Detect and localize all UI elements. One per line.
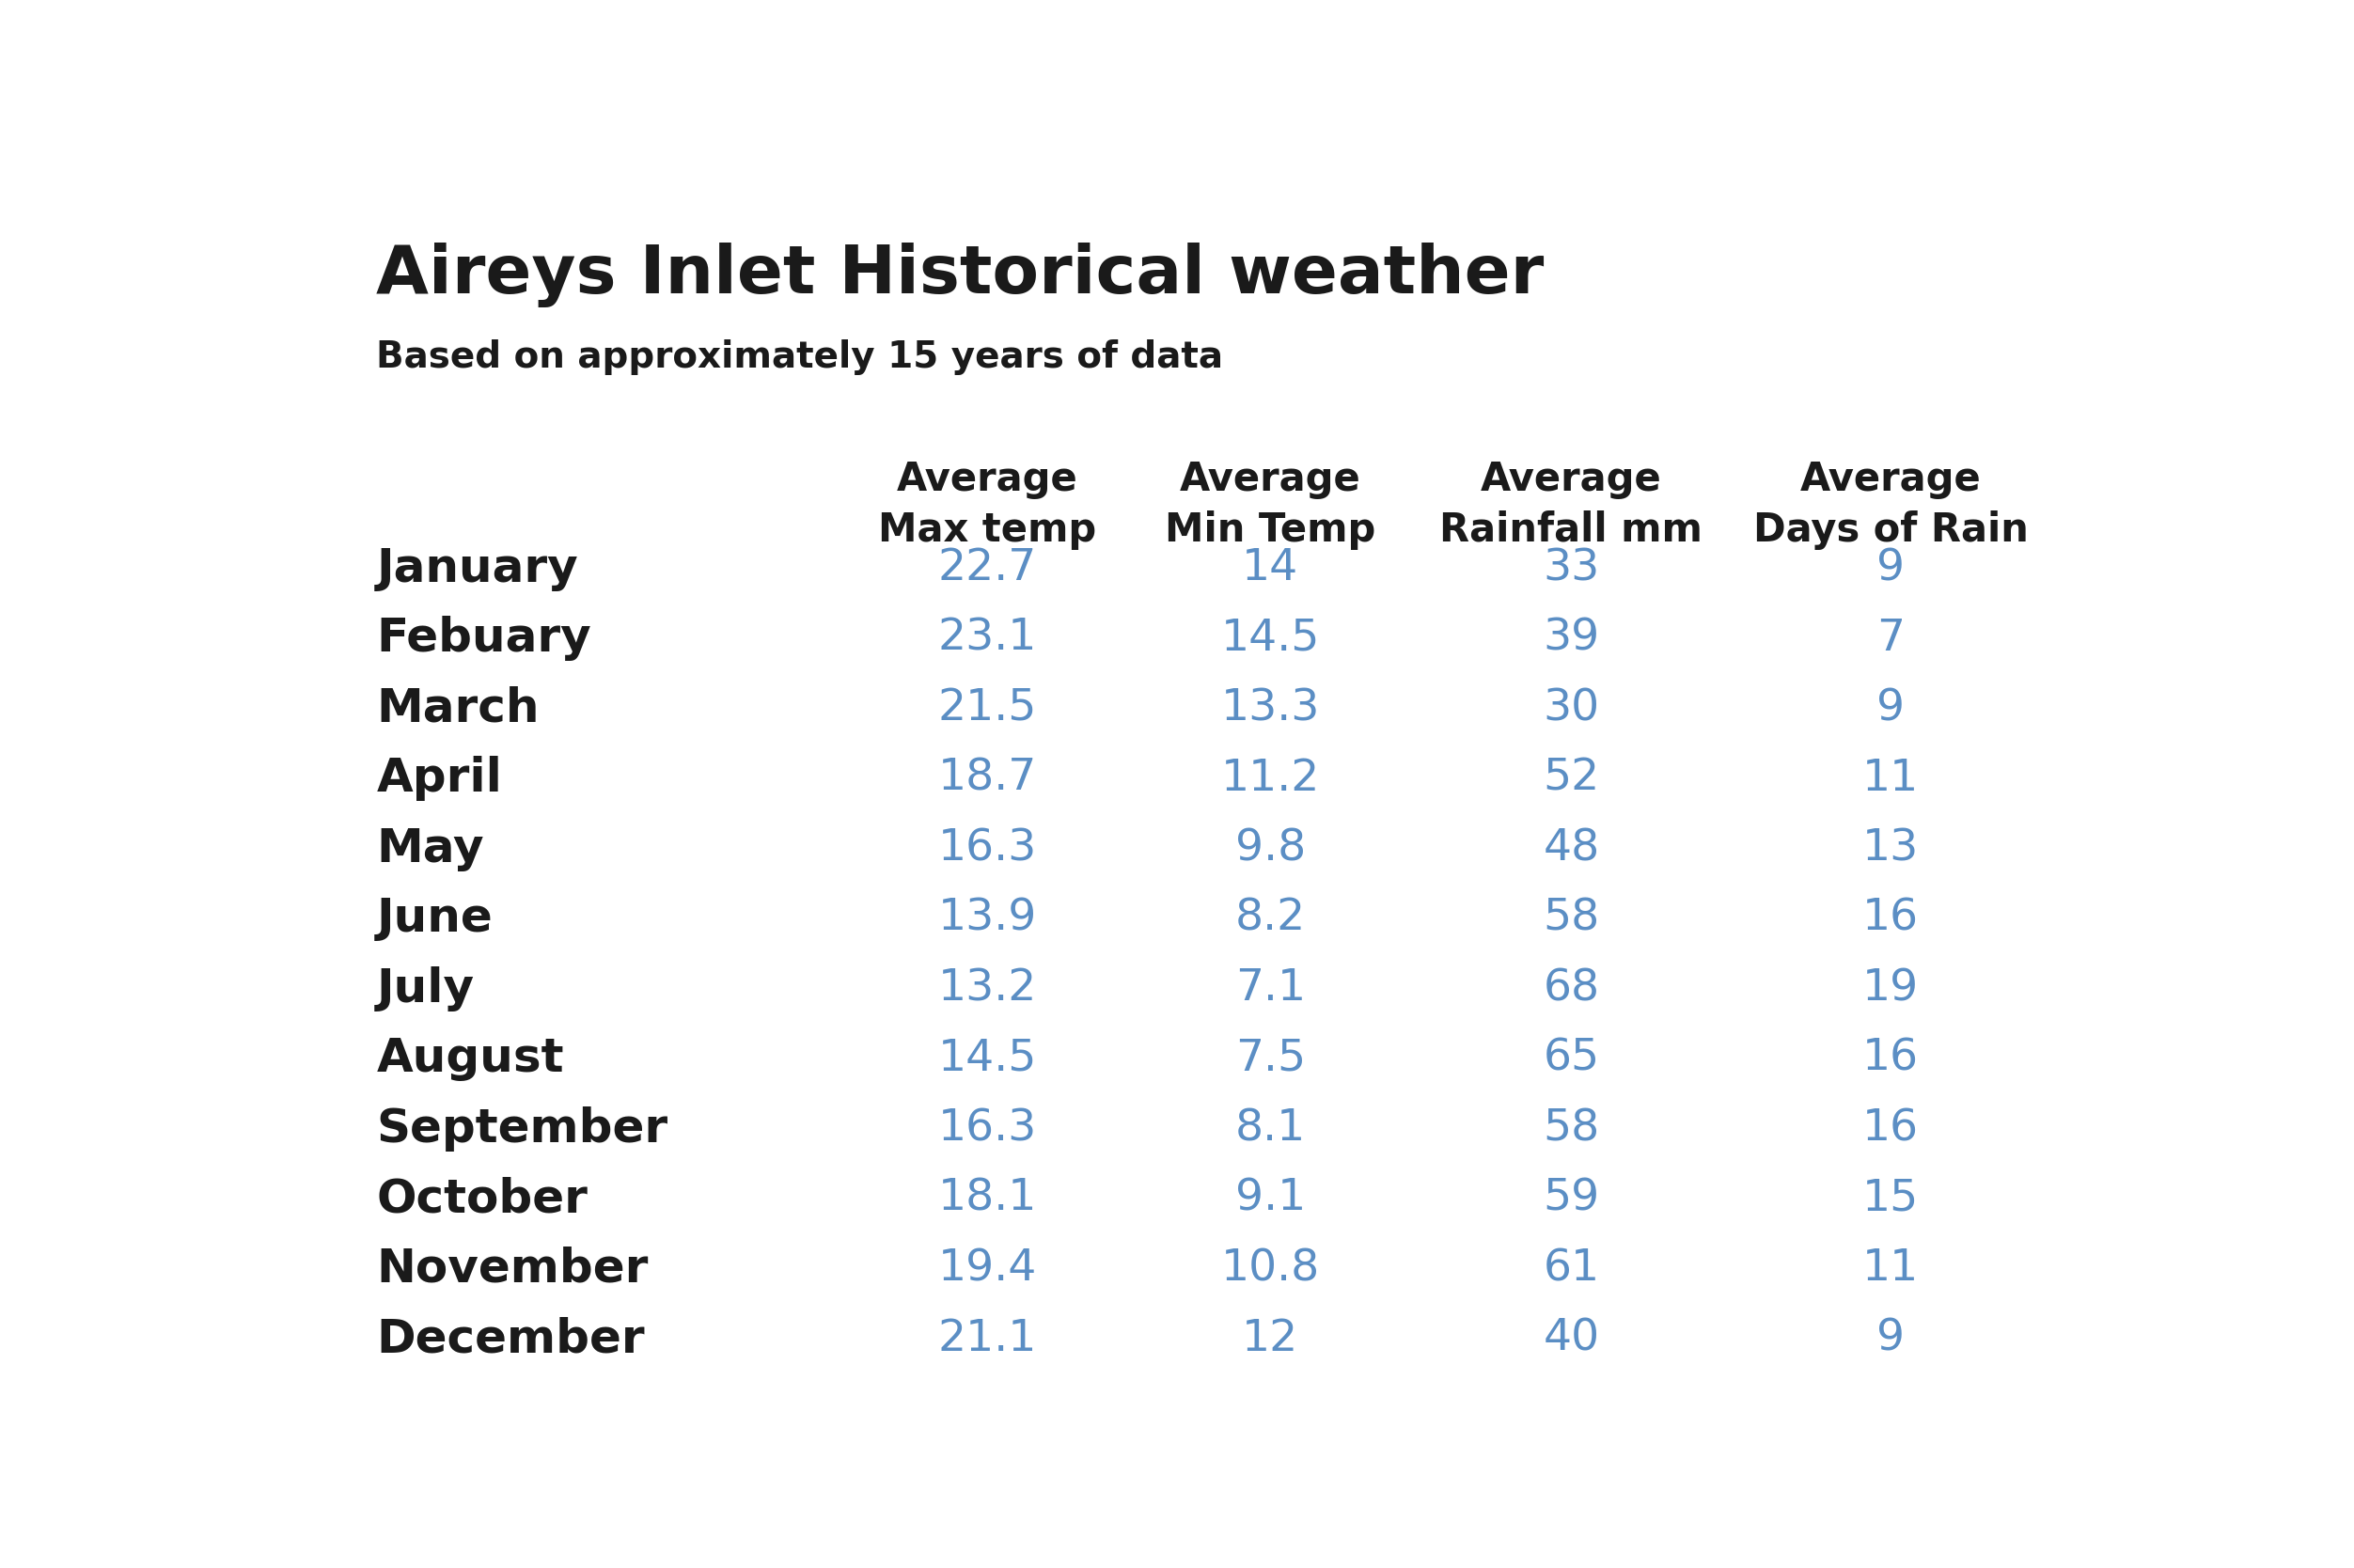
Text: 9: 9: [1876, 1317, 1904, 1359]
Text: 30: 30: [1542, 687, 1601, 729]
Text: 18.1: 18.1: [937, 1178, 1038, 1220]
Text: December: December: [377, 1316, 645, 1361]
Text: 21.5: 21.5: [937, 687, 1038, 729]
Text: 39: 39: [1542, 618, 1601, 660]
Text: 8.2: 8.2: [1236, 897, 1306, 939]
Text: 18.7: 18.7: [937, 757, 1038, 800]
Text: 14.5: 14.5: [937, 1038, 1038, 1080]
Text: 11: 11: [1862, 1248, 1919, 1290]
Text: 40: 40: [1542, 1317, 1601, 1359]
Text: 11: 11: [1862, 757, 1919, 800]
Text: October: October: [377, 1176, 588, 1221]
Text: Average
Days of Rain: Average Days of Rain: [1754, 459, 2029, 550]
Text: 8.1: 8.1: [1236, 1107, 1306, 1149]
Text: 16.3: 16.3: [937, 1107, 1038, 1149]
Text: 13: 13: [1862, 828, 1919, 870]
Text: September: September: [377, 1105, 669, 1151]
Text: 14: 14: [1243, 547, 1299, 590]
Text: 61: 61: [1542, 1248, 1601, 1290]
Text: 10.8: 10.8: [1222, 1248, 1321, 1290]
Text: 15: 15: [1862, 1178, 1919, 1220]
Text: 19.4: 19.4: [937, 1248, 1038, 1290]
Text: Aireys Inlet Historical weather: Aireys Inlet Historical weather: [377, 243, 1544, 307]
Text: 48: 48: [1542, 828, 1601, 870]
Text: 7.1: 7.1: [1236, 967, 1306, 1010]
Text: August: August: [377, 1036, 565, 1082]
Text: 14.5: 14.5: [1222, 618, 1321, 660]
Text: Average
Min Temp: Average Min Temp: [1165, 459, 1375, 550]
Text: 13.9: 13.9: [937, 897, 1038, 939]
Text: Based on approximately 15 years of data: Based on approximately 15 years of data: [377, 339, 1224, 375]
Text: 12: 12: [1243, 1317, 1299, 1359]
Text: 13.2: 13.2: [937, 967, 1038, 1010]
Text: 22.7: 22.7: [937, 547, 1038, 590]
Text: Average
Rainfall mm: Average Rainfall mm: [1441, 459, 1702, 550]
Text: 19: 19: [1862, 967, 1919, 1010]
Text: 68: 68: [1542, 967, 1601, 1010]
Text: Febuary: Febuary: [377, 616, 591, 662]
Text: 9: 9: [1876, 547, 1904, 590]
Text: 33: 33: [1542, 547, 1601, 590]
Text: 9: 9: [1876, 687, 1904, 729]
Text: 11.2: 11.2: [1222, 757, 1321, 800]
Text: July: July: [377, 966, 473, 1011]
Text: May: May: [377, 826, 485, 872]
Text: 58: 58: [1542, 897, 1601, 939]
Text: January: January: [377, 546, 579, 591]
Text: 21.1: 21.1: [937, 1317, 1038, 1359]
Text: 16: 16: [1862, 1038, 1919, 1080]
Text: 23.1: 23.1: [937, 618, 1038, 660]
Text: June: June: [377, 895, 492, 941]
Text: 16: 16: [1862, 897, 1919, 939]
Text: 7: 7: [1876, 618, 1904, 660]
Text: 9.8: 9.8: [1236, 828, 1306, 870]
Text: March: March: [377, 685, 539, 731]
Text: 59: 59: [1542, 1178, 1601, 1220]
Text: 52: 52: [1542, 757, 1601, 800]
Text: 58: 58: [1542, 1107, 1601, 1149]
Text: 16.3: 16.3: [937, 828, 1038, 870]
Text: 13.3: 13.3: [1222, 687, 1321, 729]
Text: 16: 16: [1862, 1107, 1919, 1149]
Text: November: November: [377, 1247, 647, 1292]
Text: April: April: [377, 756, 501, 801]
Text: 7.5: 7.5: [1236, 1038, 1306, 1080]
Text: Average
Max temp: Average Max temp: [878, 459, 1097, 550]
Text: 9.1: 9.1: [1236, 1178, 1306, 1220]
Text: 65: 65: [1542, 1038, 1601, 1080]
